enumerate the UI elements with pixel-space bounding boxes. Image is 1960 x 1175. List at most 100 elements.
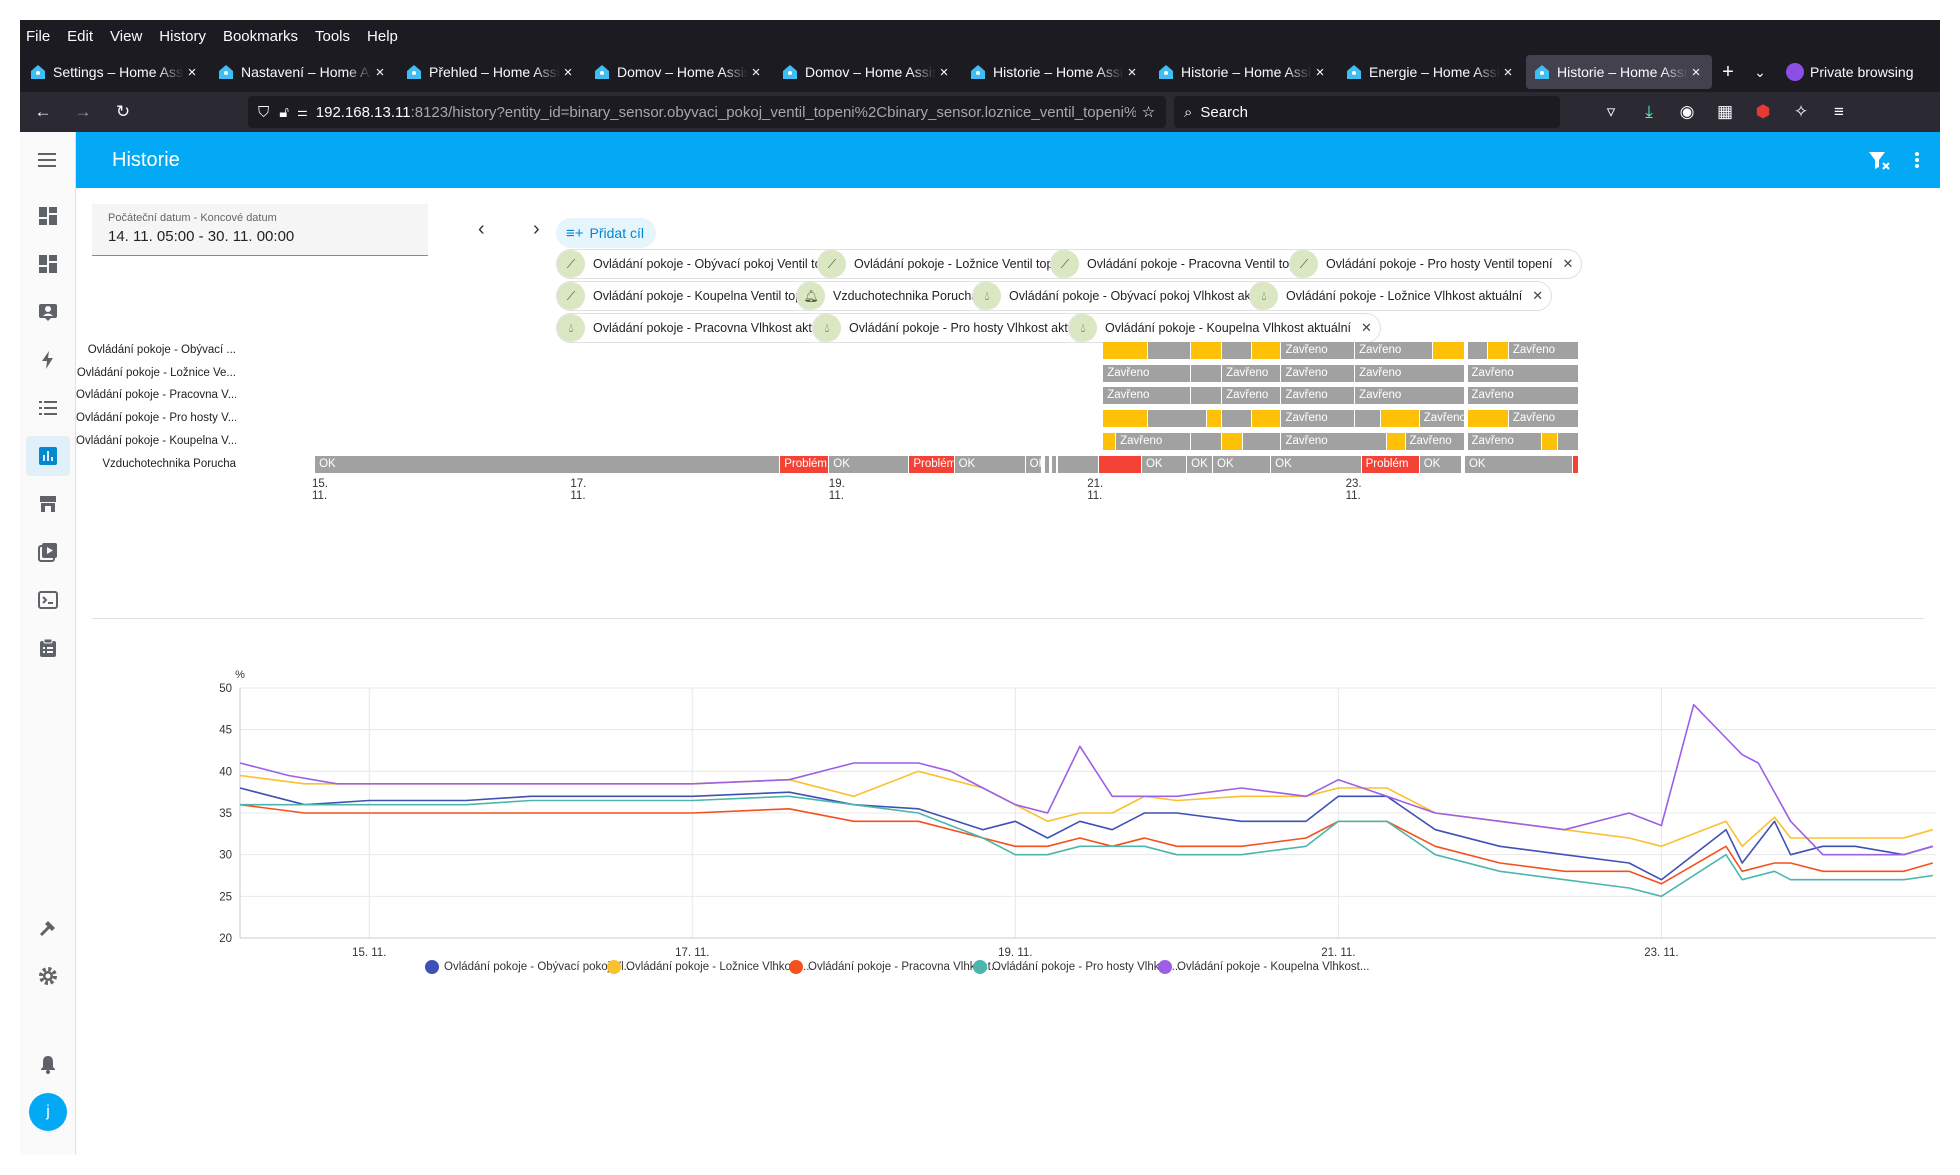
- timeline-segment[interactable]: Zavřeno: [1355, 364, 1464, 382]
- close-tab-icon[interactable]: ×: [751, 63, 761, 81]
- timeline-segment[interactable]: Zavřeno: [1281, 364, 1355, 382]
- settings-gear-icon[interactable]: [26, 956, 70, 996]
- ublock-icon[interactable]: ⬢: [1755, 102, 1771, 121]
- dashboard-icon[interactable]: [26, 244, 70, 284]
- close-tab-icon[interactable]: ×: [939, 63, 949, 81]
- timeline-segment[interactable]: OK: [1419, 455, 1462, 473]
- browser-tab[interactable]: Historie – Home Assi ×: [1526, 55, 1712, 89]
- menu-help[interactable]: Help: [367, 27, 398, 45]
- permissions-icon[interactable]: ⚌: [297, 105, 308, 119]
- timeline-segment[interactable]: [1191, 342, 1222, 359]
- timeline-segment[interactable]: OK: [829, 455, 909, 473]
- menu-file[interactable]: File: [26, 27, 51, 45]
- browser-tab[interactable]: Settings – Home Assis ×: [22, 55, 208, 89]
- close-tab-icon[interactable]: ×: [1315, 63, 1325, 81]
- timeline-segment[interactable]: [1051, 455, 1056, 473]
- legend-item[interactable]: Ovládání pokoje - Pracovna Vlhkost...: [789, 960, 1000, 974]
- timeline-segment[interactable]: [1488, 342, 1508, 359]
- timeline-segment[interactable]: [1191, 387, 1222, 405]
- timeline-segment[interactable]: [1103, 432, 1116, 450]
- menu-view[interactable]: View: [110, 27, 143, 45]
- close-tab-icon[interactable]: ×: [1691, 63, 1701, 81]
- notifications-bell-icon[interactable]: [26, 1044, 70, 1084]
- timeline-segment[interactable]: OK: [1464, 455, 1573, 473]
- user-avatar[interactable]: j: [26, 1092, 70, 1132]
- timeline-segment[interactable]: [1103, 342, 1148, 359]
- app-menu-icon[interactable]: ≡: [1834, 102, 1844, 121]
- timeline-segment[interactable]: Zavřeno: [1281, 432, 1387, 450]
- timeline-segment[interactable]: Zavřeno: [1405, 432, 1464, 450]
- timeline-segment[interactable]: [1191, 432, 1222, 450]
- close-tab-icon[interactable]: ×: [563, 63, 573, 81]
- timeline-segment[interactable]: Zavřeno: [1103, 364, 1191, 382]
- timeline-segment[interactable]: [1148, 342, 1191, 359]
- timeline-segment[interactable]: [1099, 455, 1141, 473]
- lock-icon[interactable]: 🔓︎: [279, 103, 289, 121]
- extensions-icon[interactable]: ✧: [1793, 102, 1809, 121]
- remove-chip-icon[interactable]: ✕: [1361, 320, 1372, 335]
- search-input[interactable]: ⌕ Search: [1174, 96, 1560, 128]
- timeline-segment[interactable]: [1467, 410, 1508, 428]
- timeline-segment[interactable]: Zavřeno: [1355, 387, 1464, 405]
- downloads-icon[interactable]: ⤓: [1645, 102, 1653, 121]
- timeline-segment[interactable]: [1057, 455, 1099, 473]
- timeline-segment[interactable]: [1355, 410, 1380, 428]
- legend-item[interactable]: Ovládání pokoje - Koupelna Vlhkost...: [1158, 960, 1369, 974]
- timeline-segment[interactable]: Zavřeno: [1508, 342, 1578, 359]
- terminal-icon[interactable]: [26, 580, 70, 620]
- timeline-segment[interactable]: Zavřeno: [1355, 342, 1432, 359]
- overview-icon[interactable]: [26, 196, 70, 236]
- remove-chip-icon[interactable]: ✕: [1532, 288, 1544, 303]
- menu-bookmarks[interactable]: Bookmarks: [222, 27, 298, 45]
- timeline-segment[interactable]: [1432, 342, 1464, 359]
- browser-tab[interactable]: Domov – Home Assis ×: [774, 55, 960, 89]
- history-icon[interactable]: [26, 436, 70, 476]
- close-tab-icon[interactable]: ×: [1127, 63, 1137, 81]
- timeline-segment[interactable]: [1387, 432, 1405, 450]
- close-tab-icon[interactable]: ×: [375, 63, 385, 81]
- browser-tab[interactable]: Historie – Home Assi ×: [962, 55, 1148, 89]
- timeline-segment[interactable]: Zavřeno: [1222, 387, 1281, 405]
- browser-tab[interactable]: Energie – Home Assi ×: [1338, 55, 1524, 89]
- forward-button[interactable]: →: [74, 102, 92, 121]
- timeline-segment[interactable]: [1222, 432, 1242, 450]
- timeline-segment[interactable]: OK: [1213, 455, 1271, 473]
- timeline-segment[interactable]: Zavřeno: [1467, 387, 1578, 405]
- timeline-segment[interactable]: OK: [315, 455, 780, 473]
- remove-chip-icon[interactable]: ✕: [1562, 256, 1574, 271]
- list-all-tabs-button[interactable]: ⌄: [1754, 63, 1766, 80]
- timeline-segment[interactable]: Zavřeno: [1222, 364, 1281, 382]
- timeline-segment[interactable]: OK: [1025, 455, 1042, 473]
- timeline-segment[interactable]: [1380, 410, 1419, 428]
- more-vertical-icon[interactable]: [1914, 150, 1920, 170]
- timeline-segment[interactable]: [1148, 410, 1206, 428]
- add-target-button[interactable]: ≡+ Přidat cíl: [556, 218, 656, 248]
- timeline-segment[interactable]: Zavřeno: [1467, 364, 1578, 382]
- timeline-segment[interactable]: [1251, 410, 1281, 428]
- menu-history[interactable]: History: [159, 27, 206, 45]
- timeline-segment[interactable]: Problém: [909, 455, 954, 473]
- developer-tools-icon[interactable]: [26, 908, 70, 948]
- back-button[interactable]: ←: [34, 102, 52, 121]
- clear-filter-icon[interactable]: [1868, 150, 1890, 170]
- menu-icon[interactable]: [26, 140, 70, 180]
- close-tab-icon[interactable]: ×: [1503, 63, 1513, 81]
- target-chip[interactable]: 💧︎ Ovládání pokoje - Koupelna Vlhkost akt…: [1068, 313, 1381, 343]
- browser-tab[interactable]: Domov – Home Assis ×: [586, 55, 772, 89]
- legend-item[interactable]: Ovládání pokoje - Ložnice Vlhkost ...: [607, 960, 813, 974]
- timeline-segment[interactable]: [1222, 342, 1251, 359]
- timeline-segment[interactable]: Zavřeno: [1281, 342, 1355, 359]
- energy-icon[interactable]: [26, 340, 70, 380]
- timeline-segment[interactable]: [1251, 342, 1281, 359]
- timeline-segment[interactable]: Problém: [780, 455, 829, 473]
- reload-button[interactable]: ↻: [115, 102, 131, 121]
- timeline-segment[interactable]: [1206, 410, 1222, 428]
- timeline-segment[interactable]: [1191, 364, 1222, 382]
- screenshot-icon[interactable]: ▦: [1716, 102, 1734, 121]
- browser-tab[interactable]: Historie – Home Assi ×: [1150, 55, 1336, 89]
- hacs-icon[interactable]: [26, 484, 70, 524]
- account-icon[interactable]: ◉: [1679, 102, 1695, 121]
- timeline-segment[interactable]: OK: [1141, 455, 1187, 473]
- timeline-segment[interactable]: [1103, 410, 1148, 428]
- timeline-segment[interactable]: Zavřeno: [1467, 432, 1542, 450]
